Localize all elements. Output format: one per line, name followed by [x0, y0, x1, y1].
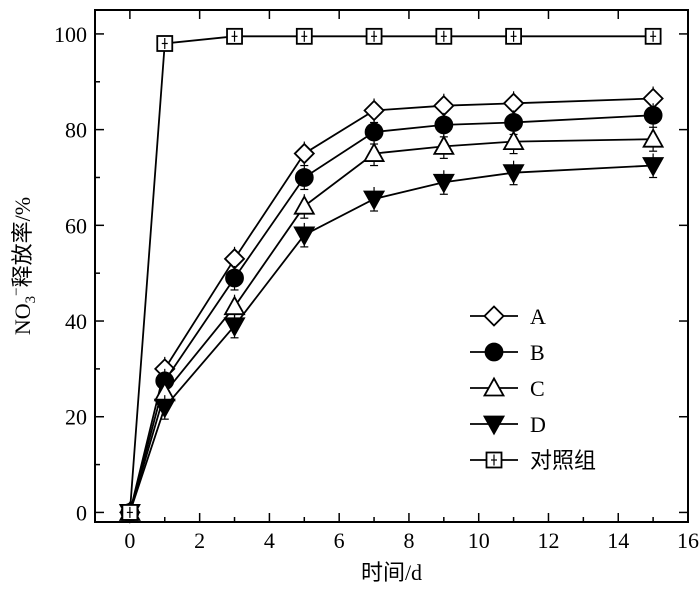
- legend-marker: [483, 305, 505, 327]
- data-point: [644, 27, 662, 45]
- y-tick-label: 0: [76, 500, 87, 525]
- y-tick-label: 20: [65, 405, 87, 430]
- x-tick-label: 10: [468, 528, 490, 553]
- series-line-5: [128, 35, 654, 513]
- data-point: [502, 164, 525, 185]
- x-tick-label: 16: [677, 528, 699, 553]
- x-tick-label: 8: [403, 528, 414, 553]
- legend-marker: [485, 451, 503, 469]
- y-axis-label: NO3−释放率/%: [9, 197, 39, 335]
- data-point: [156, 35, 174, 52]
- data-point: [363, 190, 386, 211]
- legend-marker: [484, 342, 504, 362]
- legend-label: C: [530, 376, 545, 401]
- series-line-2: [129, 114, 654, 513]
- data-point: [502, 130, 525, 150]
- x-tick-label: 4: [264, 528, 275, 553]
- data-point: [364, 122, 384, 142]
- x-tick-label: 0: [124, 528, 135, 553]
- data-point: [505, 27, 522, 45]
- data-point: [153, 398, 176, 419]
- data-point: [434, 115, 454, 135]
- y-axis-label-rest: 释放率/%: [10, 197, 35, 287]
- data-point: [223, 295, 246, 316]
- series-line-3: [129, 138, 654, 513]
- data-point: [502, 92, 525, 115]
- legend-item: C: [470, 376, 545, 401]
- data-point: [226, 27, 243, 45]
- x-tick-label: 14: [607, 528, 629, 553]
- data-point: [433, 94, 455, 117]
- series-5: [121, 27, 662, 521]
- legend-item: A: [470, 304, 546, 329]
- y-tick-label: 40: [65, 309, 87, 334]
- legend-label: 对照组: [530, 448, 596, 473]
- plot-frame: [94, 9, 689, 523]
- y-tick-label: 60: [65, 213, 87, 238]
- legend-label: B: [530, 340, 545, 365]
- data-point: [432, 135, 455, 155]
- x-tick-label: 6: [334, 528, 345, 553]
- y-axis-label-sup: −: [9, 287, 25, 295]
- data-point: [295, 27, 313, 45]
- legend-label: A: [530, 304, 546, 329]
- data-point: [365, 27, 383, 45]
- legend-marker: [482, 376, 506, 397]
- data-point: [642, 127, 665, 148]
- data-point: [435, 27, 453, 45]
- data-point: [223, 317, 246, 338]
- plot-area: 0 2 4 6 8 10 12 14 16 0 20 40 60 80 100: [54, 9, 699, 553]
- data-point: [643, 105, 663, 125]
- legend-label: D: [530, 412, 546, 437]
- series-4: [118, 153, 665, 524]
- y-axis-label-sub: 3: [23, 296, 39, 304]
- data-point: [223, 248, 246, 270]
- legend-item: B: [470, 340, 545, 365]
- data-point: [293, 226, 316, 247]
- data-point: [363, 99, 385, 122]
- data-point: [504, 113, 523, 132]
- data-point: [432, 173, 455, 194]
- data-point: [293, 194, 316, 215]
- legend-item: 对照组: [470, 448, 596, 473]
- series-line-1: [129, 97, 654, 513]
- y-tick-label: 100: [54, 22, 87, 47]
- data-point: [294, 168, 314, 187]
- x-tick-label: 12: [537, 528, 559, 553]
- series-line-4: [129, 164, 654, 513]
- y-axis-label-main: NO: [10, 303, 35, 335]
- y-tick-label: 80: [65, 118, 87, 143]
- legend-marker: [482, 415, 506, 436]
- legend-item: D: [470, 412, 546, 437]
- x-axis-label: 时间/d: [361, 560, 422, 585]
- x-tick-label: 2: [194, 528, 205, 553]
- data-point: [363, 142, 386, 162]
- data-point: [293, 142, 316, 165]
- data-point: [642, 157, 665, 177]
- data-point: [121, 504, 139, 521]
- data-point: [225, 268, 244, 288]
